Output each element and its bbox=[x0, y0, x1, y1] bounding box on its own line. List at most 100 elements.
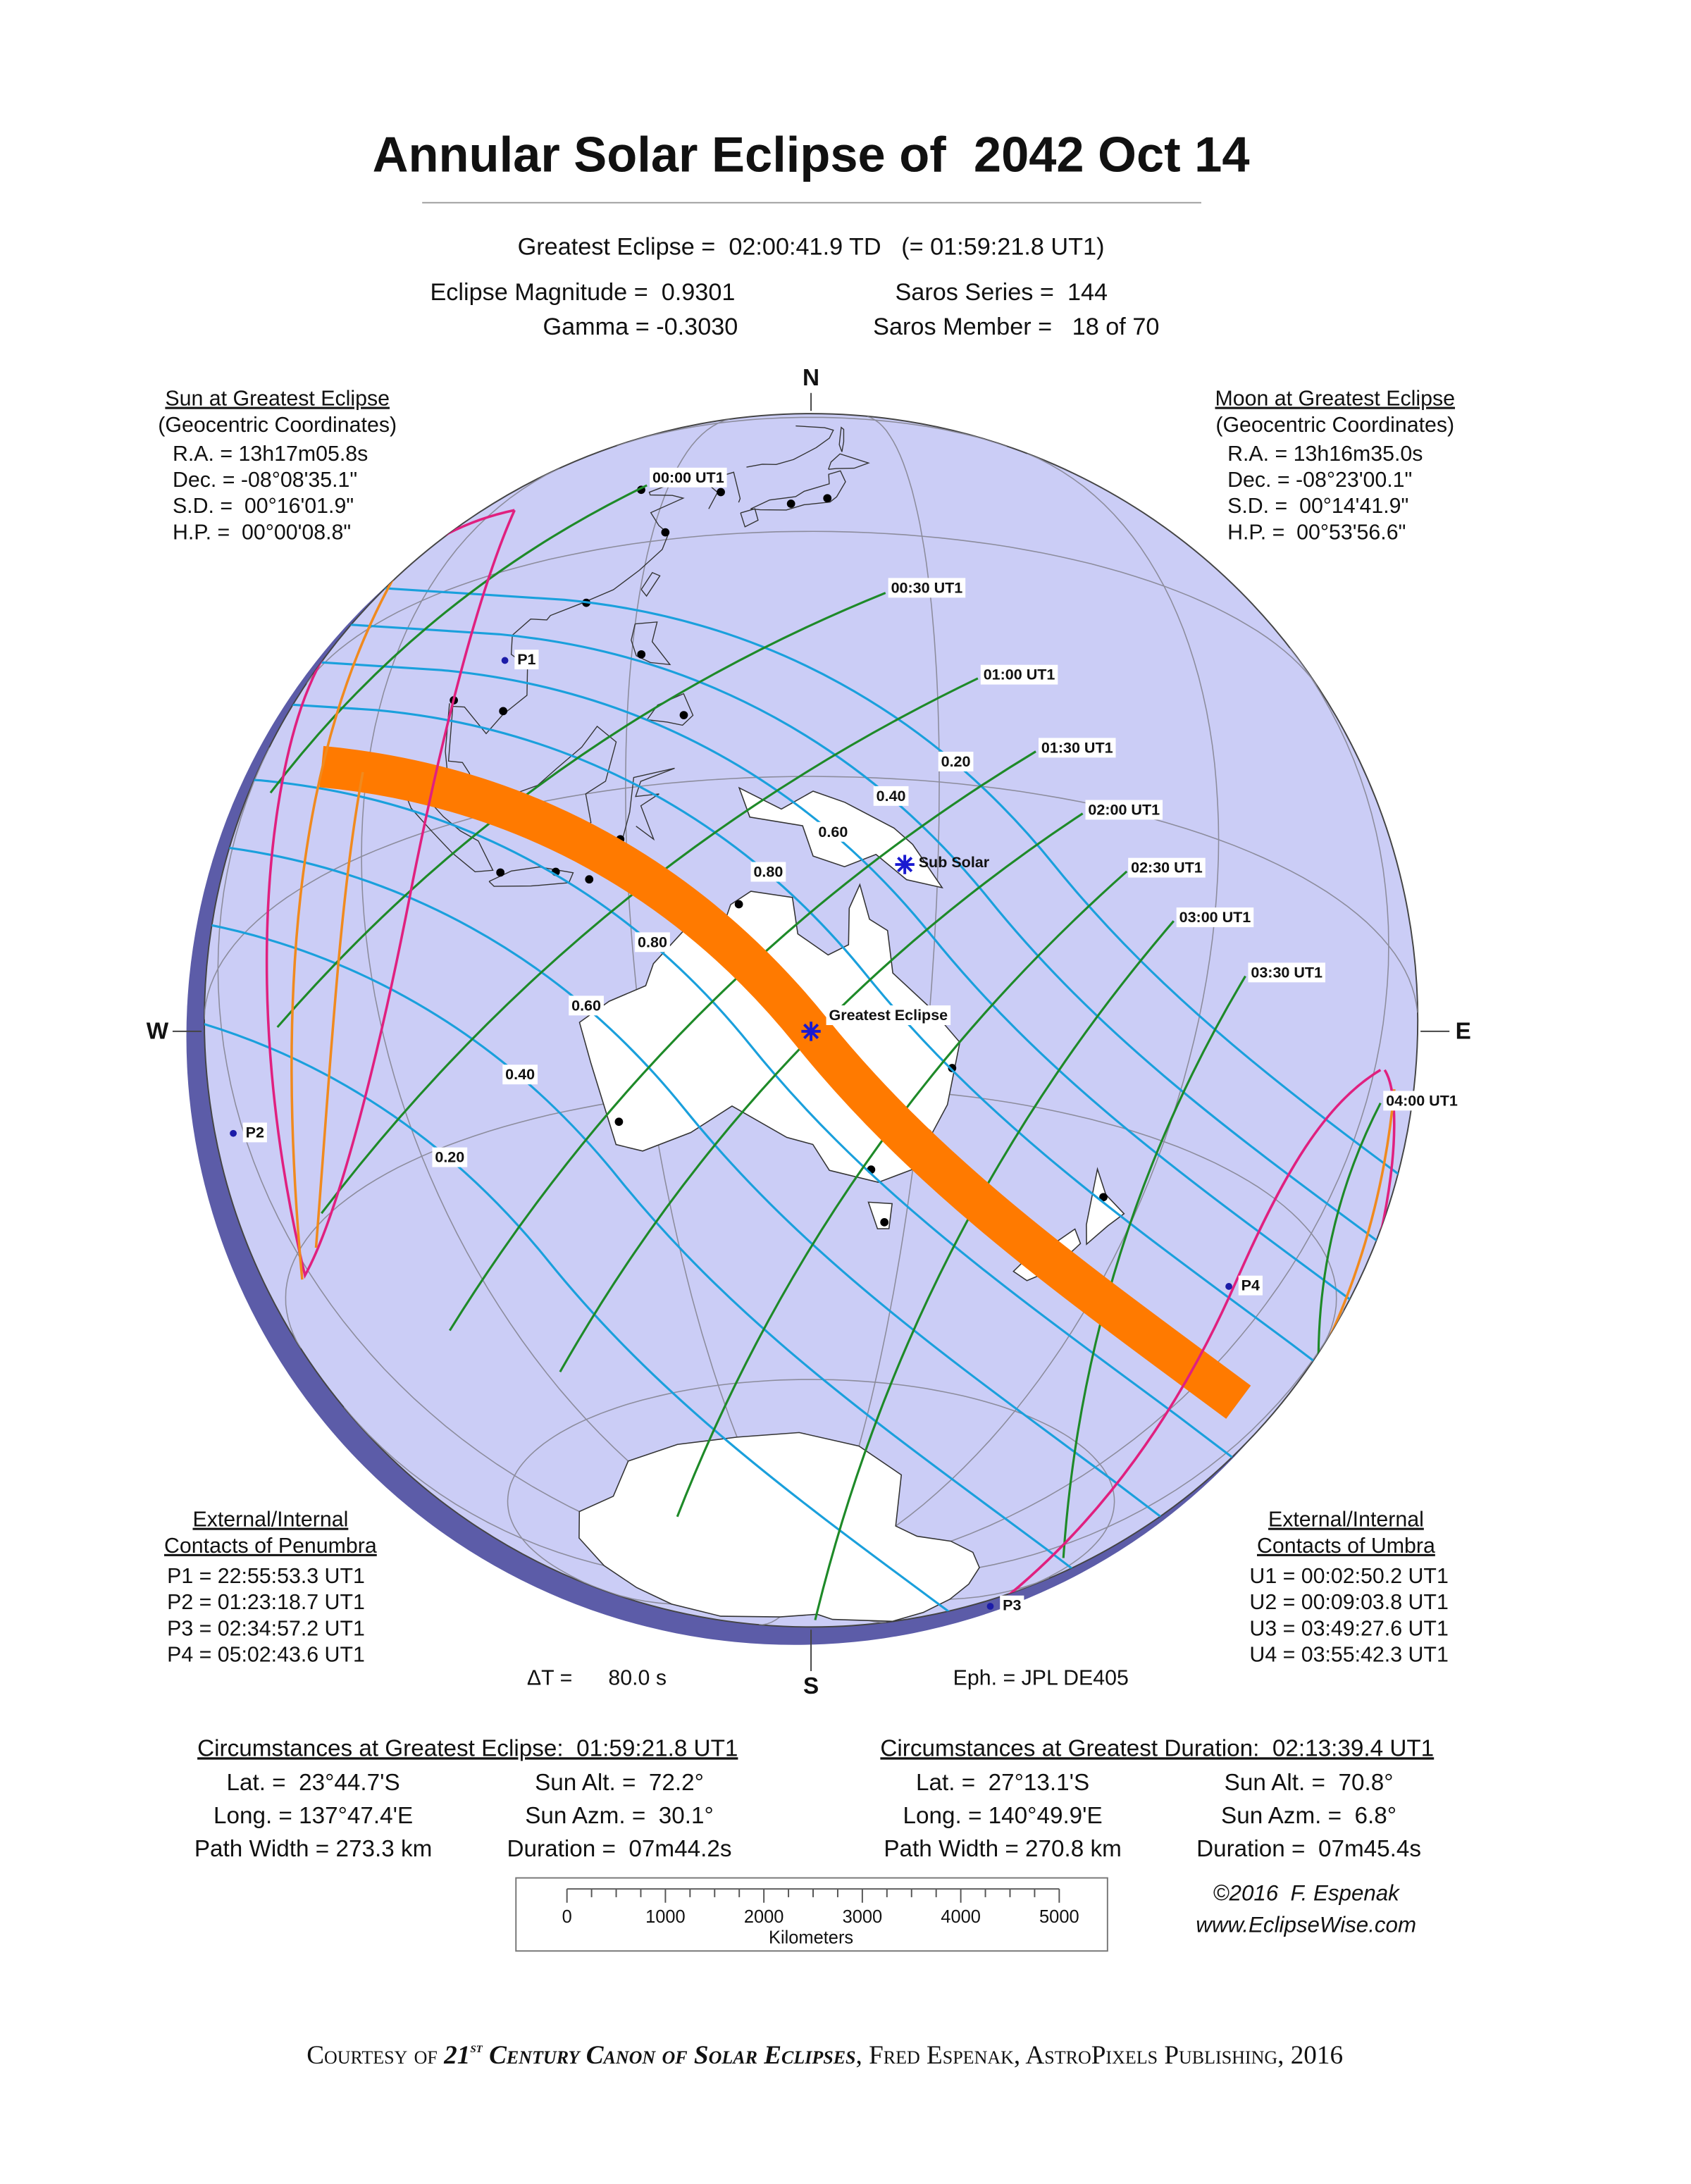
compass-south: S bbox=[803, 1673, 819, 1699]
coastline bbox=[640, 571, 661, 597]
info-line: Dec. = -08°23'00.1" bbox=[1227, 469, 1412, 492]
map-label: 0.60 bbox=[815, 821, 851, 842]
map-label-text: 03:00 UT1 bbox=[1179, 909, 1251, 926]
map-label-text: 02:00 UT1 bbox=[1088, 801, 1160, 818]
scale-label: 0 bbox=[562, 1907, 572, 1927]
eclipse-magnitude: Eclipse Magnitude = 0.9301 bbox=[430, 279, 735, 306]
footer-part: 21 bbox=[443, 2040, 470, 2069]
circumstance: Lat. = 27°13.1'S bbox=[916, 1770, 1089, 1796]
contact-dot bbox=[501, 657, 509, 664]
city-dot bbox=[880, 1218, 889, 1227]
credit: ©2016 F. Espenak bbox=[1213, 1880, 1400, 1905]
magnitude-curve bbox=[204, 693, 1409, 1434]
map-label-text: 04:00 UT1 bbox=[1386, 1092, 1458, 1109]
city-dot bbox=[637, 650, 646, 659]
magnitude-curve bbox=[204, 896, 1161, 1627]
time-line bbox=[1317, 1102, 1382, 1358]
info-line: Dec. = -08°08'35.1" bbox=[173, 469, 357, 492]
footer-part: st bbox=[470, 2039, 483, 2056]
map-label: 0.20 bbox=[938, 751, 974, 771]
moon-heading: Moon at Greatest Eclipse bbox=[1215, 387, 1456, 411]
map-label-text: P4 bbox=[1241, 1277, 1260, 1294]
globe-contents bbox=[204, 416, 1418, 1627]
coastline bbox=[838, 426, 845, 452]
saros-series: Saros Series = 144 bbox=[895, 279, 1108, 306]
info-line: H.P. = 00°53'56.6" bbox=[1227, 521, 1406, 544]
ephemeris: Eph. = JPL DE405 bbox=[953, 1667, 1129, 1690]
city-dot bbox=[734, 900, 743, 909]
gamma: Gamma = -0.3030 bbox=[543, 314, 738, 340]
map-label-box bbox=[938, 751, 974, 771]
city-dot bbox=[786, 500, 795, 508]
contact-dot bbox=[986, 1603, 994, 1610]
scale-label: 2000 bbox=[744, 1907, 784, 1927]
map-label-text: 03:30 UT1 bbox=[1251, 964, 1323, 981]
coastline bbox=[828, 453, 870, 470]
city-dot bbox=[823, 494, 832, 503]
map-label: 0.20 bbox=[432, 1147, 468, 1167]
map-label-text: 02:30 UT1 bbox=[1131, 860, 1203, 876]
city-dot bbox=[1099, 1193, 1108, 1202]
limit-curve bbox=[966, 1069, 1382, 1627]
map-label: 03:30 UT1 bbox=[1248, 962, 1325, 983]
graticule bbox=[810, 416, 940, 1577]
delta-t-label: ΔT = bbox=[527, 1667, 572, 1690]
scale-label: 3000 bbox=[843, 1907, 883, 1927]
map-label: 0.80 bbox=[750, 862, 786, 882]
map-label-text: P3 bbox=[1003, 1597, 1021, 1614]
info-line: U4 = 03:55:42.3 UT1 bbox=[1249, 1643, 1448, 1666]
map-label: 02:30 UT1 bbox=[1128, 857, 1206, 878]
star-marker bbox=[897, 857, 913, 873]
landmass bbox=[578, 1432, 980, 1623]
sun-subheading: (Geocentric Coordinates) bbox=[158, 414, 397, 437]
footer-part: Courtesy of bbox=[306, 2040, 444, 2069]
compass-east: E bbox=[1456, 1019, 1471, 1045]
map-label-text: 0.80 bbox=[638, 933, 667, 950]
delta-t-value: 80.0 s bbox=[608, 1667, 667, 1690]
circumstance: Sun Azm. = 6.8° bbox=[1221, 1803, 1396, 1829]
circumstance: Sun Alt. = 72.2° bbox=[535, 1770, 704, 1796]
circumstances-heading: Circumstances at Greatest Duration: 02:1… bbox=[880, 1735, 1434, 1761]
footer-part: , Fred Espenak, AstroPixels Publishing, … bbox=[856, 2040, 1344, 2069]
map-label: 00:00 UT1 bbox=[650, 467, 727, 488]
info-line: P3 = 02:34:57.2 UT1 bbox=[167, 1617, 365, 1640]
map-label: 0.40 bbox=[873, 786, 909, 806]
time-line bbox=[559, 812, 1084, 1373]
map-label-text: 00:00 UT1 bbox=[652, 469, 724, 486]
graticule bbox=[625, 418, 812, 1577]
map-label: 0.60 bbox=[569, 995, 604, 1016]
map-label-box bbox=[1176, 907, 1254, 928]
map-label: 01:30 UT1 bbox=[1038, 738, 1116, 758]
coastline bbox=[646, 693, 694, 726]
magnitude-curve bbox=[204, 827, 1227, 1568]
circumstances-heading: Circumstances at Greatest Eclipse: 01:59… bbox=[197, 1735, 738, 1761]
time-line bbox=[269, 484, 648, 794]
star-marker bbox=[803, 1023, 819, 1039]
map-label-text: 0.20 bbox=[435, 1149, 464, 1166]
compass-north: N bbox=[803, 365, 819, 391]
info-line: U3 = 03:49:27.6 UT1 bbox=[1249, 1617, 1448, 1640]
map-label-text: 01:30 UT1 bbox=[1041, 739, 1113, 756]
map-label: 03:00 UT1 bbox=[1176, 907, 1254, 928]
map-label-text: 00:30 UT1 bbox=[891, 579, 963, 596]
info-line: H.P. = 00°00'08.8" bbox=[173, 521, 351, 544]
map-label-box bbox=[1000, 1595, 1024, 1615]
time-line bbox=[676, 870, 1128, 1518]
time-line bbox=[1062, 975, 1246, 1558]
map-label-text: 0.60 bbox=[818, 824, 848, 840]
map-label: 01:00 UT1 bbox=[980, 664, 1058, 685]
scale-label: 4000 bbox=[941, 1907, 981, 1927]
circumstance: Long. = 140°49.9'E bbox=[903, 1803, 1102, 1829]
scale-label: 5000 bbox=[1039, 1907, 1079, 1927]
scale-unit: Kilometers bbox=[769, 1928, 853, 1947]
scale-label: 1000 bbox=[645, 1907, 686, 1927]
map-label-box bbox=[432, 1147, 468, 1167]
map-label-box bbox=[1383, 1091, 1461, 1111]
contact-dot bbox=[1225, 1283, 1232, 1290]
info-line: R.A. = 13h17m05.8s bbox=[173, 442, 368, 466]
city-dot bbox=[661, 528, 670, 537]
circumstance: Sun Alt. = 70.8° bbox=[1225, 1770, 1394, 1796]
map-label-box bbox=[502, 1065, 538, 1085]
